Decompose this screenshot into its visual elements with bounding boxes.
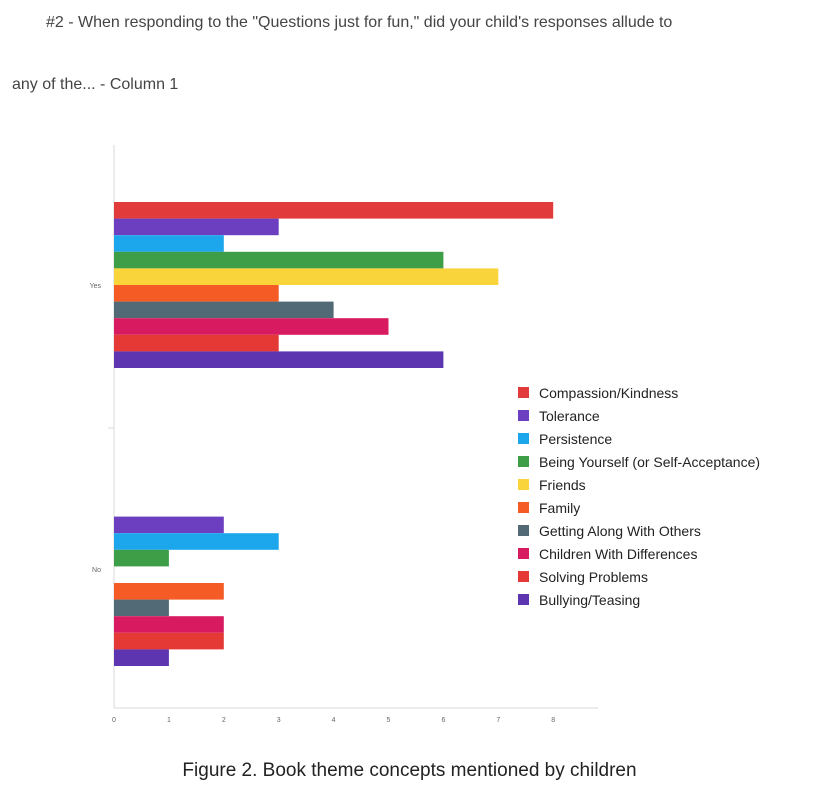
chart-title-line-1: #2 - When responding to the "Questions j… xyxy=(46,14,673,31)
legend-label: Solving Problems xyxy=(539,568,648,585)
legend-item: Children With Differences xyxy=(518,542,760,565)
legend-swatch xyxy=(518,387,529,398)
legend-label: Tolerance xyxy=(539,407,600,424)
x-tick-label: 4 xyxy=(332,717,336,724)
x-tick-label: 0 xyxy=(112,717,116,724)
legend-label: Children With Differences xyxy=(539,545,698,562)
bar xyxy=(114,351,444,368)
bar xyxy=(114,583,224,600)
bar xyxy=(114,202,554,219)
category-label: Yes xyxy=(90,283,102,290)
bar xyxy=(114,318,389,335)
legend-item: Tolerance xyxy=(518,404,760,427)
bar xyxy=(114,285,279,302)
legend-swatch xyxy=(518,571,529,582)
legend-swatch xyxy=(518,525,529,536)
legend-item: Compassion/Kindness xyxy=(518,381,760,404)
legend-swatch xyxy=(518,410,529,421)
bar xyxy=(114,533,279,550)
legend-label: Persistence xyxy=(539,430,613,447)
legend-swatch xyxy=(518,502,529,513)
legend-label: Friends xyxy=(539,476,586,493)
bar xyxy=(114,649,169,666)
legend-item: Family xyxy=(518,496,760,519)
legend-swatch xyxy=(518,456,529,467)
bar xyxy=(114,301,334,319)
chart-legend: Compassion/Kindness Tolerance Persistence B… xyxy=(518,381,760,611)
legend-item: Bullying/Teasing xyxy=(518,588,760,611)
bar xyxy=(114,268,499,285)
legend-swatch xyxy=(518,433,529,444)
legend-swatch xyxy=(518,479,529,490)
chart-title-line-2: any of the... - Column 1 xyxy=(12,76,179,93)
legend-label: Getting Along With Others xyxy=(539,522,701,539)
legend-label: Bullying/Teasing xyxy=(539,591,641,608)
bar xyxy=(114,516,224,534)
legend-item: Friends xyxy=(518,473,760,496)
legend-item: Being Yourself (or Self-Acceptance) xyxy=(518,450,760,473)
legend-item: Persistence xyxy=(518,427,760,450)
legend-label: Being Yourself (or Self-Acceptance) xyxy=(539,453,761,470)
x-tick-label: 7 xyxy=(496,717,500,724)
bar xyxy=(114,599,169,617)
bar xyxy=(114,616,224,633)
bar xyxy=(114,334,279,352)
legend-item: Getting Along With Others xyxy=(518,519,760,542)
bar xyxy=(114,218,279,236)
x-tick-label: 1 xyxy=(167,717,171,724)
category-label: No xyxy=(92,567,101,574)
bar xyxy=(114,549,169,567)
x-tick-label: 3 xyxy=(277,717,281,724)
bar xyxy=(114,632,224,650)
legend-label: Compassion/Kindness xyxy=(539,384,679,401)
x-tick-label: 6 xyxy=(441,717,445,724)
legend-swatch xyxy=(518,594,529,605)
bar xyxy=(114,235,224,252)
x-tick-label: 5 xyxy=(387,717,391,724)
legend-swatch xyxy=(518,548,529,559)
legend-label: Family xyxy=(539,499,581,516)
x-tick-label: 8 xyxy=(551,717,555,724)
figure-caption: Figure 2. Book theme concepts mentioned … xyxy=(182,760,637,781)
x-tick-label: 2 xyxy=(222,717,226,724)
legend-item: Solving Problems xyxy=(518,565,760,588)
bar xyxy=(114,251,444,269)
